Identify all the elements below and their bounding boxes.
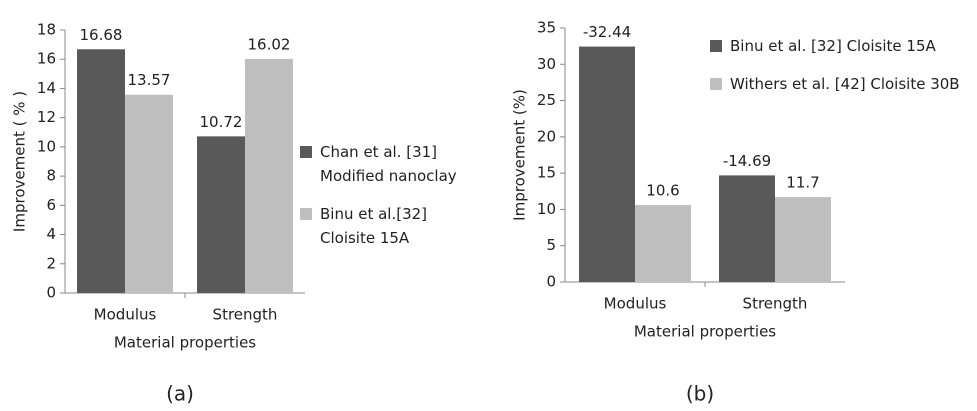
legend-label: Binu et al.[32] Cloisite 15A — [320, 205, 428, 247]
data-label: 11.7 — [786, 174, 819, 192]
bar — [579, 46, 635, 283]
bar — [775, 197, 831, 282]
caption: (b) — [686, 382, 714, 406]
y-tick-label: 4 — [46, 225, 56, 243]
y-tick-label: 18 — [37, 21, 56, 39]
y-tick-label: 8 — [46, 167, 56, 185]
legend-item: Chan et al. [31] Modified nanoclay — [300, 140, 470, 188]
legend-label: Withers et al. [42] Cloisite 30B — [730, 75, 960, 93]
legend-swatch — [300, 208, 312, 220]
data-label: 13.57 — [128, 71, 171, 89]
legend: Chan et al. [31] Modified nanoclay Binu e… — [300, 140, 470, 264]
bar — [125, 94, 173, 293]
y-tick-label: 14 — [37, 79, 56, 97]
y-axis-label: Improvement (%) — [511, 89, 529, 221]
y-tick-label: 30 — [537, 55, 556, 73]
legend-item: Binu et al.[32] Cloisite 15A — [300, 202, 470, 250]
x-tick-label: Strength — [743, 295, 808, 313]
x-tick-label: Strength — [213, 306, 278, 324]
x-axis-label: Material properties — [114, 334, 256, 352]
y-tick-label: 5 — [546, 236, 556, 254]
x-tick-label: Modulus — [94, 306, 157, 324]
data-label: 10.72 — [200, 113, 243, 131]
y-tick-label: 0 — [546, 273, 556, 291]
legend-swatch — [300, 146, 312, 158]
data-label: 10.6 — [646, 182, 679, 200]
y-tick-label: 0 — [46, 284, 56, 302]
data-label: 16.68 — [80, 26, 123, 44]
y-tick-label: 6 — [46, 196, 56, 214]
y-tick-label: 15 — [537, 164, 556, 182]
y-tick-label: 20 — [537, 127, 556, 145]
caption: (a) — [166, 382, 194, 406]
legend-label: Chan et al. [31] Modified nanoclay — [320, 143, 457, 185]
bar — [719, 175, 775, 282]
y-tick-label: 10 — [537, 200, 556, 218]
y-tick-label: 10 — [37, 137, 56, 155]
x-axis-label: Material properties — [634, 323, 776, 341]
bar — [77, 49, 125, 293]
bar — [197, 136, 245, 293]
y-tick-label: 35 — [537, 19, 556, 37]
legend-item: Withers et al. [42] Cloisite 30B — [710, 72, 975, 96]
legend-label: Binu et al. [32] Cloisite 15A — [730, 37, 936, 55]
y-axis-label: Improvement ( % ) — [11, 91, 29, 232]
bar — [245, 58, 293, 294]
legend-item: Binu et al. [32] Cloisite 15A — [710, 34, 975, 58]
y-tick-label: 25 — [537, 91, 556, 109]
legend: Binu et al. [32] Cloisite 15A Withers et … — [710, 34, 975, 110]
bar — [635, 205, 691, 282]
y-tick-label: 16 — [37, 50, 56, 68]
data-label: -14.69 — [723, 152, 771, 170]
legend-swatch — [710, 78, 722, 90]
data-label: -32.44 — [583, 23, 631, 41]
x-tick-label: Modulus — [604, 295, 667, 313]
y-tick-label: 12 — [37, 108, 56, 126]
legend-swatch — [710, 40, 722, 52]
y-tick-label: 2 — [46, 254, 56, 272]
data-label: 16.02 — [248, 35, 291, 53]
